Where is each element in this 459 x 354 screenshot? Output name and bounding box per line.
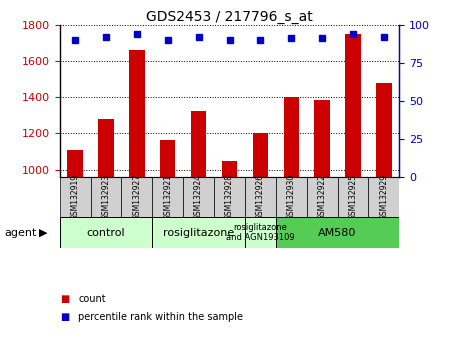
Title: GDS2453 / 217796_s_at: GDS2453 / 217796_s_at [146,10,313,24]
Text: percentile rank within the sample: percentile rank within the sample [78,312,243,322]
Text: agent: agent [5,228,37,238]
Bar [376,83,392,177]
Bar [369,177,399,217]
Bar [60,217,152,248]
Text: GSM132924: GSM132924 [194,174,203,220]
Text: GSM132921: GSM132921 [163,174,172,220]
Bar [152,177,183,217]
Bar [222,161,237,177]
Bar [314,100,330,177]
Bar [90,177,122,217]
Bar [122,177,152,217]
Bar [129,50,145,177]
Bar [60,177,90,217]
Bar [67,150,83,177]
Text: GSM132922: GSM132922 [318,174,327,220]
Text: GSM132923: GSM132923 [101,174,111,220]
Text: GSM132925: GSM132925 [348,174,358,220]
Text: count: count [78,294,106,304]
Bar [337,177,369,217]
Text: control: control [87,228,125,238]
Text: GSM132926: GSM132926 [256,174,265,220]
Text: rosiglitazone: rosiglitazone [163,228,234,238]
Bar [183,177,214,217]
Text: ■: ■ [60,294,69,304]
Bar [245,217,276,248]
Text: GSM132919: GSM132919 [71,174,79,220]
Bar [191,111,207,177]
Bar [284,97,299,177]
Bar [252,133,268,177]
Bar [307,177,337,217]
Text: GSM132929: GSM132929 [380,174,388,220]
Text: rosiglitazone
and AGN193109: rosiglitazone and AGN193109 [226,223,295,242]
Bar [160,140,175,177]
Bar [214,177,245,217]
Text: GSM132927: GSM132927 [132,174,141,220]
Bar [276,217,399,248]
Text: ■: ■ [60,312,69,322]
Bar [152,217,245,248]
Bar [245,177,276,217]
Text: GSM132928: GSM132928 [225,174,234,220]
Bar [98,119,114,177]
Bar [345,34,361,177]
Text: ▶: ▶ [39,228,48,238]
Text: AM580: AM580 [319,228,357,238]
Bar [276,177,307,217]
Text: GSM132930: GSM132930 [287,174,296,220]
